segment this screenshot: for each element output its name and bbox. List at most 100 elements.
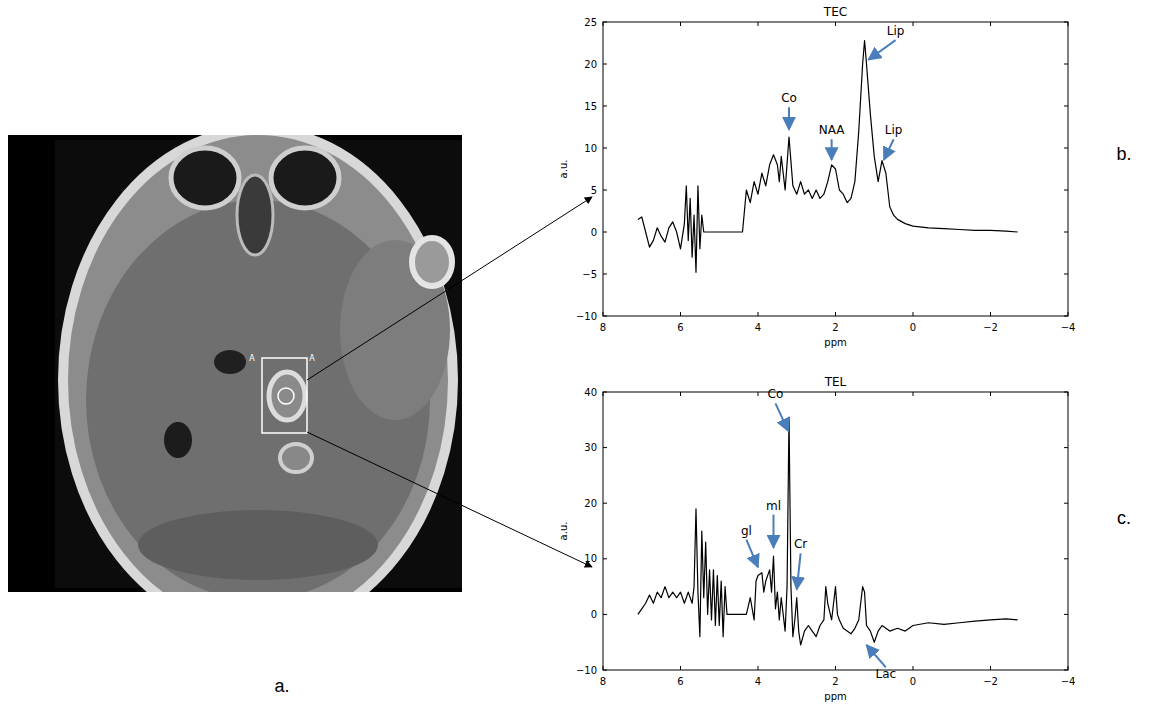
y-tick-label: 25: [584, 17, 597, 28]
annotation-arrow: [775, 403, 788, 431]
annotation-label: ml: [766, 499, 781, 513]
x-tick: [913, 666, 914, 670]
lesion: [412, 238, 452, 286]
annotation-arrow: [788, 107, 790, 129]
x-tick: [680, 312, 681, 316]
x-tick: [680, 392, 681, 396]
x-tick: [990, 666, 991, 670]
y-tick: [603, 614, 607, 615]
connector-arrow: [307, 197, 592, 380]
x-tick-label: −2: [983, 322, 998, 333]
y-tick: [603, 558, 607, 559]
y-tick: [603, 106, 607, 107]
annotation-label: Lac: [876, 667, 897, 681]
x-tick-label: 6: [677, 676, 683, 687]
y-axis-title: a.u.: [558, 160, 569, 179]
y-tick: [1064, 503, 1068, 504]
eye: [171, 148, 239, 208]
annotation-label: Co: [781, 91, 797, 105]
x-tick-label: 8: [600, 322, 606, 333]
mri-image: [8, 135, 462, 592]
y-tick: [1064, 148, 1068, 149]
x-tick-label: 8: [600, 676, 606, 687]
skull: [63, 135, 453, 592]
panel-label: b.: [1116, 144, 1131, 164]
x-tick: [680, 666, 681, 670]
y-tick: [603, 64, 607, 65]
lesion: [269, 372, 305, 420]
annotation-arrow: [797, 553, 801, 589]
x-tick: [913, 392, 914, 396]
y-tick: [1064, 190, 1068, 191]
y-tick: [1064, 614, 1068, 615]
x-tick: [758, 392, 759, 396]
y-tick-label: 0: [591, 227, 597, 238]
x-tick-label: 0: [910, 676, 916, 687]
y-tick: [603, 274, 607, 275]
y-tick: [1064, 558, 1068, 559]
y-tick-label: 40: [584, 387, 597, 398]
panel-label: c.: [1117, 508, 1131, 528]
x-tick: [758, 22, 759, 26]
x-tick: [835, 666, 836, 670]
annotation-arrow: [868, 40, 895, 60]
y-tick-label: −5: [582, 269, 597, 280]
voxel-box: [262, 358, 307, 433]
annotation-arrow: [884, 139, 894, 160]
annotation-label: Co: [768, 387, 784, 401]
x-tick-label: 0: [910, 322, 916, 333]
y-axis-title: a.u.: [558, 522, 569, 541]
y-tick: [1064, 64, 1068, 65]
panel-label: a.: [274, 676, 289, 696]
annotation-arrow: [773, 515, 775, 548]
annotation-label: NAA: [819, 123, 846, 137]
plot-frame: [603, 392, 1068, 670]
cerebellum: [138, 510, 378, 580]
annotation-label: Cr: [794, 537, 807, 551]
x-tick: [835, 392, 836, 396]
y-tick: [603, 503, 607, 504]
y-tick-label: 10: [584, 553, 597, 564]
plot-area: [638, 417, 1018, 645]
image-label: A: [249, 354, 255, 363]
x-tick: [990, 22, 991, 26]
y-tick-label: −10: [576, 665, 597, 676]
annotation-arrow: [867, 645, 886, 667]
y-tick-label: 20: [584, 498, 597, 509]
x-tick-label: −4: [1061, 676, 1076, 687]
ventricle: [164, 422, 192, 458]
x-tick-label: 2: [832, 322, 838, 333]
y-tick-label: 20: [584, 59, 597, 70]
y-tick: [603, 447, 607, 448]
chart: TEC86420−2−4−10−50510152025ppma.u.CoNAAL…: [558, 5, 1075, 348]
image-label: A: [309, 354, 315, 363]
plot-area: [638, 40, 1018, 272]
y-tick-label: 30: [584, 442, 597, 453]
x-tick-label: 6: [677, 322, 683, 333]
y-tick-label: 10: [584, 143, 597, 154]
x-tick: [990, 312, 991, 316]
x-tick: [835, 312, 836, 316]
y-tick: [603, 232, 607, 233]
x-tick: [835, 22, 836, 26]
annotation-arrow: [746, 540, 758, 568]
x-tick: [990, 392, 991, 396]
x-tick: [758, 666, 759, 670]
annotation-label: gl: [741, 524, 752, 538]
x-tick: [680, 22, 681, 26]
chart: TEL86420−2−4−10010203040ppma.u.ComlglCrL…: [558, 375, 1075, 702]
x-tick-label: 4: [755, 676, 761, 687]
x-tick-label: 2: [832, 676, 838, 687]
x-tick-label: −4: [1061, 322, 1076, 333]
y-tick-label: 15: [584, 101, 597, 112]
y-tick: [1064, 232, 1068, 233]
figure: AAa.b.c.TEC86420−2−4−10−50510152025ppma.…: [0, 0, 1159, 713]
spectrum-line: [638, 40, 1018, 272]
y-tick: [1064, 274, 1068, 275]
x-tick: [758, 312, 759, 316]
x-tick: [913, 22, 914, 26]
annotation-label: Lip: [885, 123, 903, 137]
x-tick-label: −2: [983, 676, 998, 687]
spectrum-line: [638, 417, 1018, 645]
ventricle: [214, 350, 246, 374]
